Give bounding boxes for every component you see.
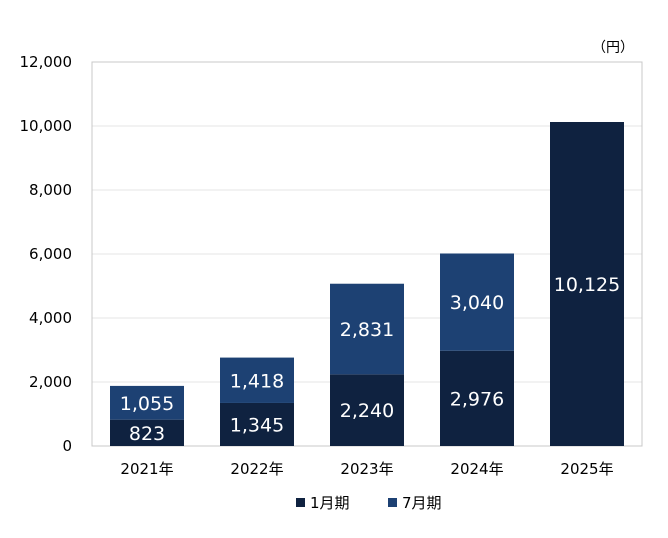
bar-jan-2024年 [440, 350, 514, 446]
bars [110, 122, 624, 446]
data-label: 2,831 [340, 319, 394, 341]
data-label: 10,125 [554, 274, 620, 296]
data-labels: 823 1,055 1,345 1,418 2,240 2,831 2,976 3,040 10… [120, 274, 620, 445]
x-category-label: 2025年 [560, 460, 613, 478]
x-axis-categories: 2021年 2022年 2023年 2024年 2025年 [120, 460, 613, 478]
legend-swatch [388, 498, 397, 507]
x-category-label: 2024年 [450, 460, 503, 478]
data-label: 1,345 [230, 414, 284, 436]
y-tick-label: 12,000 [20, 53, 73, 71]
unit-label: （円） [592, 40, 634, 56]
data-label: 2,240 [340, 400, 394, 422]
legend-label: 1月期 [310, 494, 350, 512]
y-axis-ticks: 0 2,000 4,000 6,000 8,000 10,000 12,000 [20, 53, 73, 455]
bar-jul-2024年 [440, 253, 514, 351]
x-category-label: 2021年 [120, 460, 173, 478]
y-tick-label: 2,000 [29, 373, 72, 391]
legend-label: 7月期 [402, 494, 442, 512]
data-label: 1,418 [230, 370, 284, 392]
bar-jan-2025年 [550, 122, 624, 446]
data-label: 823 [129, 423, 165, 445]
y-tick-label: 6,000 [29, 245, 72, 263]
y-tick-label: 0 [62, 437, 72, 455]
bar-jan-2023年 [330, 374, 404, 446]
y-tick-label: 4,000 [29, 309, 72, 327]
bar-jan-2022年 [220, 402, 294, 446]
bar-jul-2022年 [220, 357, 294, 403]
legend: 1月期 7月期 [296, 494, 442, 512]
bar-jul-2023年 [330, 283, 404, 375]
x-category-label: 2023年 [340, 460, 393, 478]
x-category-label: 2022年 [230, 460, 283, 478]
y-tick-label: 8,000 [29, 181, 72, 199]
data-label: 1,055 [120, 393, 174, 415]
data-label: 2,976 [450, 388, 504, 410]
bar-jan-2021年 [110, 419, 184, 446]
bar-jul-2021年 [110, 385, 184, 420]
data-label: 3,040 [450, 292, 504, 314]
legend-swatch [296, 498, 305, 507]
y-tick-label: 10,000 [20, 117, 73, 135]
